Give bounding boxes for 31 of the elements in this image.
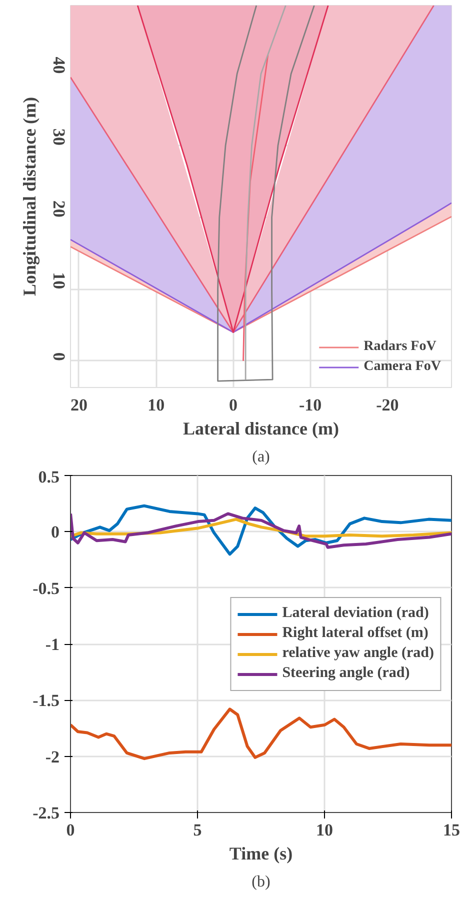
x-axis-title: Lateral distance (m) [183,418,339,438]
x-tick-label: 20 [70,396,88,414]
x-tick-label: 10 [148,396,165,414]
legend-label: Lateral deviation (rad) [282,605,429,622]
x-tick-label: 0 [228,396,238,414]
x-tick-label: -20 [376,396,399,414]
y-tick-label: 0 [51,522,60,542]
y-tick-label: -0.5 [32,578,60,598]
y-tick-label: 30 [50,128,68,146]
y-tick-label: 10 [50,272,68,290]
text: (a) [252,448,270,466]
legend-label: Radars FoV [364,339,436,355]
y-tick-label: -2.5 [32,804,60,822]
legend-label: Steering angle (rad) [282,665,410,682]
x-axis-title: Time (s) [229,844,293,864]
y-tick-label: -1 [45,635,60,654]
y-tick-label: -1.5 [32,691,60,710]
x-tick-label: 15 [443,820,460,840]
legend-label: Camera FoV [364,359,441,375]
y-axis-title: Longitudinal distance (m) [20,96,40,296]
y-tick-label: -2 [45,747,60,766]
y-tick-label: 20 [50,200,68,218]
x-tick-label: -10 [299,396,322,414]
y-tick-label: 0.5 [38,468,60,486]
legend-label: relative yaw angle (rad) [282,645,434,662]
y-tick-label: 0 [50,352,68,361]
x-tick-label: 10 [316,820,333,840]
x-tick-label: 5 [193,820,202,840]
legend-label: Right lateral offset (m) [282,625,428,642]
text: (b) [252,874,270,890]
y-tick-label: 40 [50,56,68,74]
